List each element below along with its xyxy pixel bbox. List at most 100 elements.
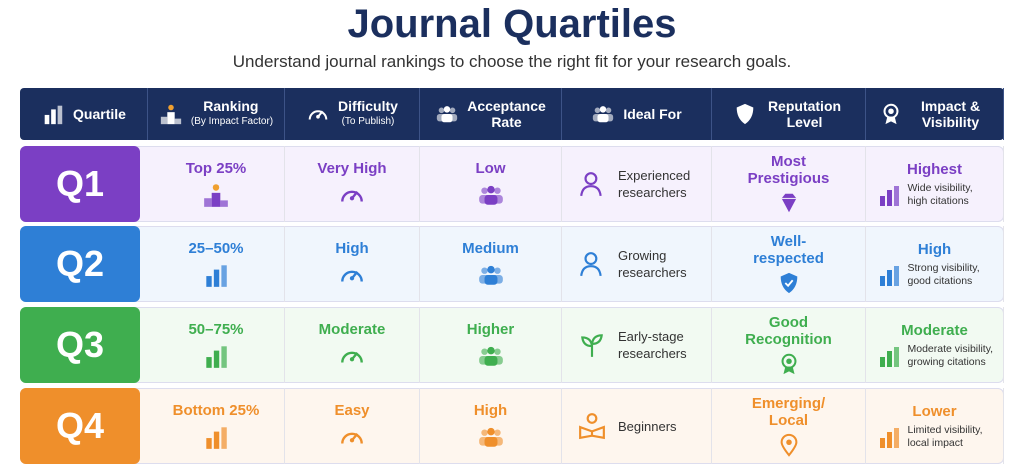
- icon: [477, 181, 505, 209]
- quartile-badge: Q1: [20, 146, 140, 222]
- acceptance-text: Medium: [462, 239, 519, 257]
- cell: High Strong visibility, good citations: [866, 226, 1004, 302]
- impact-note: Moderate visibility, growing citations: [907, 342, 994, 368]
- ranking-text: 50–75%: [188, 320, 244, 338]
- ranking-text: Bottom 25%: [172, 401, 260, 419]
- quartile-badge: Q3: [20, 307, 140, 383]
- reputation-text: Well-respected: [753, 233, 824, 267]
- impact-note: Wide visibility, high citations: [907, 181, 973, 207]
- header-label: Acceptance Rate: [467, 98, 547, 130]
- icon: [338, 261, 366, 289]
- icon: [578, 412, 606, 440]
- impact-detail: Moderate visibility, growing citations: [876, 343, 994, 369]
- cell: Most Prestigious: [712, 146, 866, 222]
- cell: Lower Limited visibility, local impact: [866, 388, 1004, 464]
- icon-svg: [478, 346, 503, 366]
- icon: [306, 102, 330, 126]
- ranking-text: Top 25%: [185, 159, 247, 177]
- table-row: [20, 226, 1004, 302]
- icon-svg: [879, 265, 899, 286]
- subtitle: Understand journal rankings to choose th…: [232, 52, 792, 71]
- icon: [777, 352, 801, 376]
- table-header: Quartile Ranking (By Impact Factor) Difficu…: [20, 88, 1004, 140]
- cell: 50–75%: [148, 307, 285, 383]
- cell: Moderate Moderate visibility, growing cit…: [866, 307, 1004, 383]
- cell: Beginners: [562, 388, 712, 464]
- icon: [879, 102, 903, 126]
- icon-svg: [341, 351, 363, 363]
- header-text: Impact & Visibility: [920, 98, 981, 130]
- header-sublabel: (By Impact Factor): [190, 116, 274, 127]
- icon-svg: [436, 106, 457, 123]
- cell: Good Recognition: [712, 307, 866, 383]
- icon-svg: [879, 185, 899, 206]
- cell: High: [285, 226, 420, 302]
- icon-svg: [160, 104, 182, 125]
- cell: Experienced researchers: [562, 146, 712, 222]
- icon: [202, 423, 230, 451]
- header-cell: Impact & Visibility: [866, 88, 1004, 140]
- header-label: Ranking (By Impact Factor): [191, 98, 273, 130]
- header-label: Impact & Visibility: [911, 98, 991, 130]
- icon-svg: [478, 427, 503, 447]
- cell: 25–50%: [148, 226, 285, 302]
- cell: Highest Wide visibility, high citations: [866, 146, 1004, 222]
- icon-svg: [781, 193, 796, 213]
- icon: [477, 342, 505, 370]
- icon: [733, 102, 757, 126]
- header-sublabel: (To Publish): [341, 116, 395, 127]
- icon: [477, 261, 505, 289]
- ideal-text: Beginners: [618, 418, 677, 434]
- impact-note: Strong visibility, good citations: [907, 261, 980, 287]
- cell: Low: [420, 146, 562, 222]
- reputation-text: Emerging/ Local: [751, 395, 826, 429]
- impact-text: Moderate: [901, 321, 968, 339]
- cell: Early-stage researchers: [562, 307, 712, 383]
- icon: [876, 424, 902, 450]
- acceptance-text: High: [473, 401, 508, 419]
- cell: Well-respected: [712, 226, 866, 302]
- header-text: Ideal For: [623, 106, 682, 122]
- ideal-text: Growing researchers: [618, 248, 687, 280]
- cell: Top 25%: [148, 146, 285, 222]
- reputation-text: Good Recognition: [745, 314, 832, 348]
- table-row: [20, 388, 1004, 464]
- difficulty-text: Very High: [317, 159, 387, 177]
- cell: Moderate: [285, 307, 420, 383]
- icon-svg: [478, 185, 503, 205]
- header-cell: Ideal For: [562, 88, 712, 140]
- icon: [202, 261, 230, 289]
- ideal-text: Experienced researchers: [618, 168, 691, 200]
- icon: [338, 342, 366, 370]
- table-row: [20, 307, 1004, 383]
- acceptance-text: Higher: [466, 320, 515, 338]
- header-text: Quartile: [73, 106, 126, 122]
- header-cell: Acceptance Rate: [420, 88, 562, 140]
- icon: [578, 250, 606, 278]
- icon: [876, 343, 902, 369]
- header-text: Acceptance Rate: [467, 98, 546, 130]
- icon: [202, 181, 230, 209]
- header-label: Quartile: [73, 106, 126, 122]
- icon: [578, 170, 606, 198]
- icon: [159, 102, 183, 126]
- icon-svg: [780, 433, 797, 457]
- impact-text: High: [917, 240, 952, 258]
- icon: [202, 342, 230, 370]
- icon: [578, 331, 606, 359]
- difficulty-text: Moderate: [318, 320, 386, 338]
- icon: [338, 181, 366, 209]
- icon-svg: [879, 427, 899, 448]
- icon: [477, 423, 505, 451]
- icon-svg: [780, 272, 797, 294]
- reputation-text: Most Prestigious: [747, 153, 830, 187]
- impact-note: Limited visibility, local impact: [907, 423, 983, 449]
- cell: Bottom 25%: [148, 388, 285, 464]
- impact-text: Highest: [906, 160, 962, 178]
- header-text: Reputation Level: [767, 98, 842, 130]
- icon: [41, 102, 65, 126]
- icon-svg: [341, 270, 363, 282]
- header-cell: Ranking (By Impact Factor): [148, 88, 285, 140]
- header-label: Difficulty (To Publish): [338, 98, 398, 130]
